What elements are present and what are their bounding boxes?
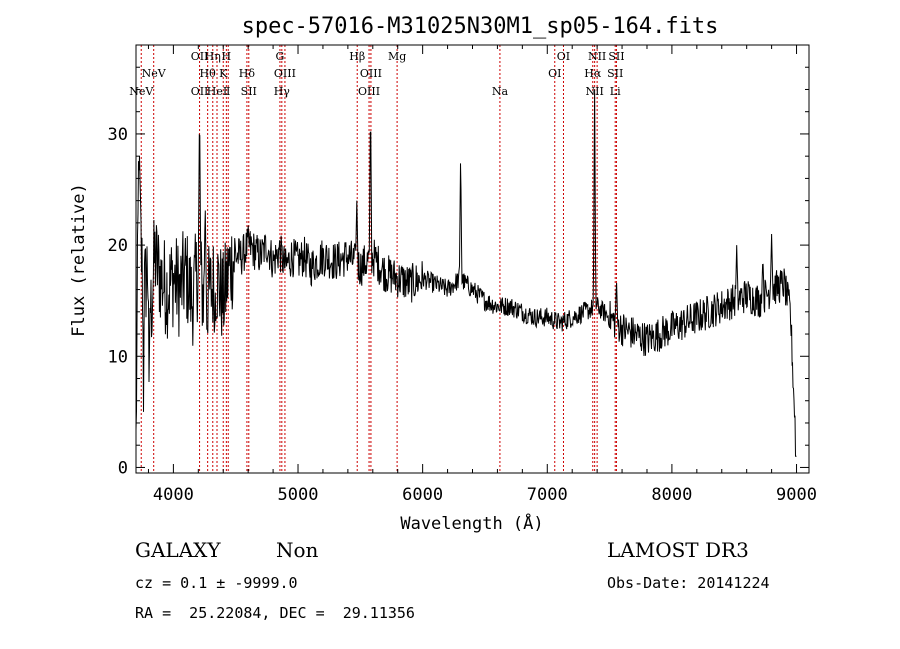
coordinates-info: RA = 25.22084, DEC = 29.11356 bbox=[135, 604, 415, 622]
line-marker-label: G bbox=[276, 50, 285, 63]
line-marker-label: H bbox=[222, 50, 232, 63]
line-marker-label: Mg bbox=[388, 50, 406, 63]
line-marker-label: Li bbox=[610, 85, 621, 98]
redshift-info: cz = 0.1 ± -9999.0 bbox=[135, 574, 298, 592]
line-marker-label: NII bbox=[588, 50, 606, 63]
line-marker-label: Na bbox=[492, 85, 509, 98]
line-marker-label: SII bbox=[608, 50, 624, 63]
line-marker-labels: NeV NeV OII OII Hθ Hη HeI HKI Hδ SII G OIII Hγ Hβ OIII… bbox=[129, 50, 624, 98]
x-axis-ticks: 4000 5000 6000 7000 8000 9000 bbox=[147, 45, 817, 505]
x-tick-label: 8000 bbox=[651, 485, 692, 505]
line-marker-label: Hθ bbox=[200, 67, 217, 80]
y-tick-label: 20 bbox=[108, 236, 128, 256]
x-tick-label: 4000 bbox=[153, 485, 194, 505]
line-marker-label: OII bbox=[191, 50, 209, 63]
line-marker-label: SII bbox=[241, 85, 257, 98]
y-axis-ticks: 0 10 20 30 bbox=[108, 66, 809, 478]
line-marker-label: HeI bbox=[207, 85, 227, 98]
line-marker-label: Hα bbox=[584, 67, 602, 80]
line-marker-label: Hγ bbox=[274, 85, 291, 98]
x-axis-label: Wavelength (Å) bbox=[400, 512, 543, 534]
y-tick-label: 0 bbox=[118, 458, 128, 478]
spectrum-series-line bbox=[135, 89, 797, 468]
line-marker-label: OI bbox=[557, 50, 570, 63]
line-marker-label: OIII bbox=[274, 67, 296, 80]
line-marker-label: OII bbox=[191, 85, 209, 98]
y-tick-label: 10 bbox=[108, 347, 128, 367]
line-marker-label: K bbox=[219, 67, 228, 80]
line-marker-label: NeV bbox=[129, 85, 154, 98]
object-subclass: Non bbox=[276, 538, 319, 562]
line-marker-label: Hδ bbox=[239, 67, 256, 80]
line-marker-label: I bbox=[226, 85, 230, 98]
survey-label: LAMOST DR3 bbox=[607, 538, 749, 562]
object-class: GALAXY bbox=[135, 538, 221, 562]
line-marker-label: SII bbox=[607, 67, 623, 80]
line-marker-label: OIII bbox=[358, 85, 380, 98]
x-tick-label: 9000 bbox=[776, 485, 817, 505]
y-axis-label: Flux (relative) bbox=[69, 183, 89, 337]
obs-date: Obs-Date: 20141224 bbox=[607, 574, 770, 592]
x-tick-label: 5000 bbox=[278, 485, 319, 505]
line-marker-label: Hη bbox=[205, 50, 221, 63]
y-tick-label: 30 bbox=[108, 125, 128, 145]
line-marker-label: Hβ bbox=[349, 50, 365, 63]
chart-title: spec-57016-M31025N30M1_sp05-164.fits bbox=[242, 14, 719, 39]
x-tick-label: 7000 bbox=[527, 485, 568, 505]
x-tick-label: 6000 bbox=[402, 485, 443, 505]
line-marker-label: OIII bbox=[360, 67, 382, 80]
line-marker-label: OI bbox=[548, 67, 561, 80]
line-marker-label: NeV bbox=[142, 67, 167, 80]
